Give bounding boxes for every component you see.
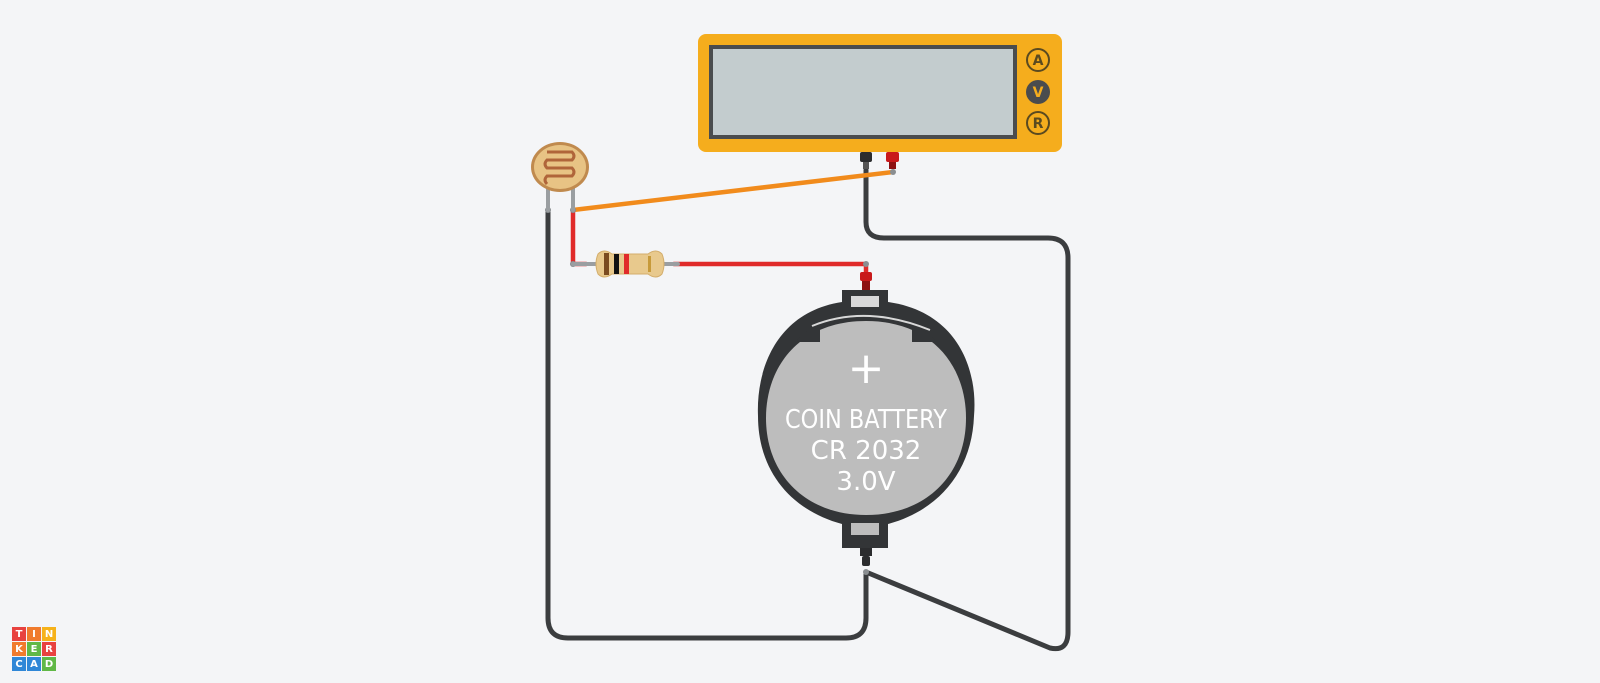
resistor[interactable] (571, 250, 680, 278)
svg-text:V: V (1033, 85, 1044, 101)
multimeter[interactable]: A V R (698, 34, 1062, 169)
multimeter-com-terminal[interactable] (860, 152, 872, 169)
coin-battery[interactable]: + COIN BATTERY CR 2032 3.0V (757, 272, 975, 566)
battery-label-line2: CR 2032 (811, 436, 922, 466)
battery-label-line3: 3.0V (836, 467, 895, 497)
logo-letter: R (42, 642, 56, 656)
wire-orange-photoresistor-multimeter[interactable] (570, 169, 896, 213)
multimeter-screen (709, 45, 1017, 139)
logo-letter: A (27, 657, 41, 671)
photoresistor[interactable] (531, 142, 589, 212)
mode-voltmeter-button[interactable]: V (1026, 80, 1050, 104)
tinkercad-logo: T I N K E R C A D (12, 627, 56, 671)
battery-negative-terminal[interactable] (860, 546, 872, 566)
wire-red-resistor-battery[interactable] (671, 261, 869, 277)
logo-letter: D (42, 657, 56, 671)
logo-letter: T (12, 627, 26, 641)
battery-positive-terminal[interactable] (860, 272, 872, 290)
multimeter-positive-terminal[interactable] (886, 152, 899, 169)
battery-cell (766, 321, 966, 515)
logo-letter: I (27, 627, 41, 641)
wire-red-photoresistor-resistor[interactable] (570, 207, 589, 267)
logo-letter: E (27, 642, 41, 656)
mode-ammeter-button[interactable]: A (1026, 48, 1050, 72)
battery-label-line1: COIN BATTERY (785, 405, 947, 435)
mode-ohmmeter-button[interactable]: R (1026, 111, 1050, 135)
logo-letter: K (12, 642, 26, 656)
wire-black-photoresistor-battery[interactable] (545, 207, 869, 641)
logo-letter: N (42, 627, 56, 641)
battery-polarity-symbol: + (848, 343, 885, 394)
svg-text:R: R (1033, 116, 1044, 132)
svg-text:A: A (1033, 53, 1044, 69)
wire-black-multimeter-battery[interactable] (863, 167, 1071, 652)
logo-letter: C (12, 657, 26, 671)
